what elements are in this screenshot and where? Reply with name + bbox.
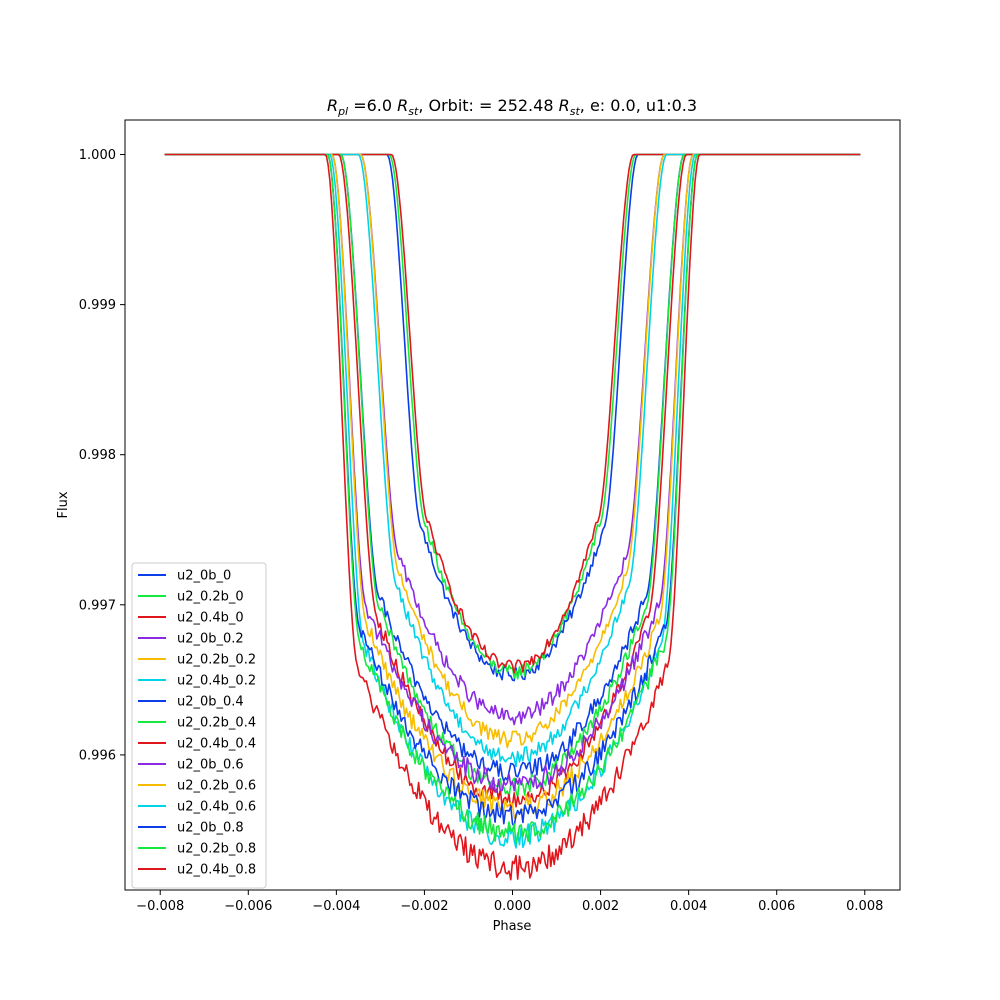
title-rst-symbol-1: R [397,96,408,115]
series-line-u2_0b_0.4 [164,153,861,782]
legend-label: u2_0.4b_0.2 [177,674,256,689]
x-tick-label: 0.000 [494,899,531,914]
y-tick-label: 0.996 [79,748,116,763]
series-line-u2_0.2b_0.8 [164,153,861,844]
title-rst-symbol-2: R [559,96,570,115]
series-line-u2_0b_0.2 [164,153,861,726]
y-tick-label: 1.000 [79,148,116,163]
legend-label: u2_0b_0.4 [177,695,244,710]
series-line-u2_0.4b_0 [164,153,861,674]
y-tick-label: 0.999 [79,298,116,313]
series-line-u2_0b_0.6 [164,153,861,793]
title-rst-sub-1: st [408,105,419,118]
series-line-u2_0b_0 [164,153,861,682]
x-axis: −0.008 −0.006 −0.004 −0.002 0.000 0.002 0.004 0… [136,890,883,914]
legend-label: u2_0b_0.6 [177,758,244,773]
legend-label: u2_0.4b_0 [177,611,244,626]
legend-label: u2_0b_0.2 [177,632,244,647]
title-rpl-value: =6.0 [348,96,397,115]
y-axis: 0.996 0.997 0.998 0.999 1.000 [79,148,125,763]
legend-label: u2_0.4b_0.8 [177,863,256,878]
series-line-u2_0.2b_0.4 [164,153,861,798]
legend-label: u2_0.4b_0.4 [177,737,256,752]
x-tick-label: −0.002 [400,899,448,914]
series-line-u2_0.4b_0.6 [164,153,861,849]
x-tick-label: −0.006 [224,899,272,914]
chart-title: Rpl =6.0 Rst, Orbit: = 252.48 Rst, e: 0.… [327,96,697,118]
y-axis-label: Flux [56,491,71,518]
x-tick-label: 0.002 [582,899,619,914]
y-tick-label: 0.997 [79,598,116,613]
legend-label: u2_0.2b_0.4 [177,716,256,731]
legend-label: u2_0b_0.8 [177,821,244,836]
series-line-u2_0.2b_0.2 [164,153,861,749]
legend-label: u2_0.2b_0.2 [177,653,256,668]
title-rpl-sub: pl [337,105,348,118]
legend: u2_0b_0 u2_0.2b_0 u2_0.4b_0 u2_0b_0.2 u2_0.2… [131,562,267,889]
series-layer [164,153,861,881]
series-line-u2_0b_0.8 [164,153,861,828]
legend-label: u2_0.2b_0.8 [177,842,256,857]
series-line-u2_0.2b_0 [164,153,861,680]
legend-label: u2_0b_0 [177,569,231,584]
title-orbit: , Orbit: = 252.48 [418,96,558,115]
x-tick-label: 0.008 [846,899,883,914]
series-line-u2_0.4b_0.8 [164,153,861,881]
title-tail: , e: 0.0, u1:0.3 [580,96,697,115]
title-rst-sub-2: st [570,105,581,118]
x-tick-label: 0.004 [670,899,707,914]
x-tick-label: 0.006 [758,899,795,914]
legend-label: u2_0.2b_0.6 [177,779,256,794]
x-tick-label: −0.008 [136,899,184,914]
series-line-u2_0.4b_0.4 [164,153,861,810]
legend-label: u2_0.2b_0 [177,590,244,605]
y-tick-label: 0.998 [79,448,116,463]
x-tick-label: −0.004 [312,899,360,914]
title-rpl-symbol: R [327,96,338,115]
legend-label: u2_0.4b_0.6 [177,800,256,815]
series-line-u2_0.4b_0.2 [164,153,861,768]
x-axis-label: Phase [493,919,532,934]
